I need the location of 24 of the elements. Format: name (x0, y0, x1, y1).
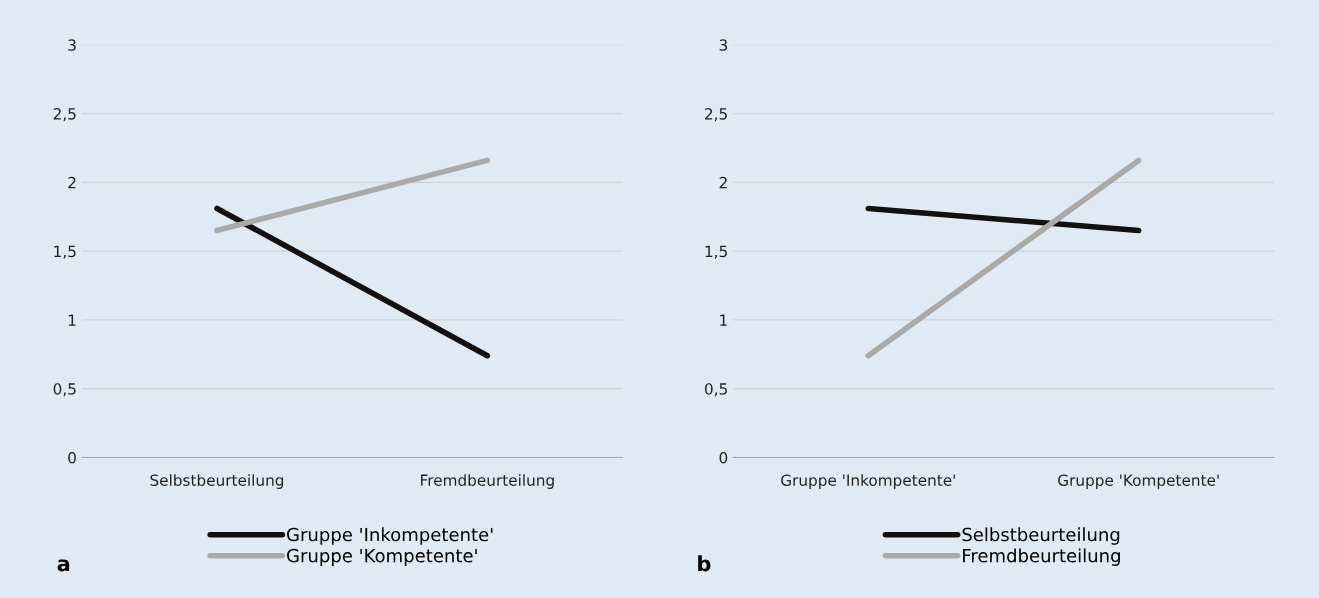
y-tick-label: 0,5 (704, 383, 727, 397)
y-tick-label: 1,5 (705, 245, 727, 259)
legend-label: Gruppe 'Inkompetente' (287, 527, 493, 545)
y-tick-label: 3 (68, 39, 76, 51)
x-tick-label: Selbstbeurteilung (150, 474, 284, 489)
y-tick-label: 2,5 (705, 108, 727, 122)
legend-label: Fremdbeurteilung (963, 548, 1120, 566)
y-tick-label: 1 (68, 314, 76, 326)
y-tick-label: 0,5 (53, 383, 76, 397)
legend-label: Selbstbeurteilung (962, 527, 1120, 545)
y-tick-label: 0 (68, 451, 76, 464)
y-tick-label: 0 (719, 451, 728, 464)
y-tick-label: 2,5 (53, 108, 76, 122)
x-tick-label: Fremdbeurteilung (421, 474, 554, 489)
y-tick-label: 1 (720, 314, 727, 326)
x-tick-label: Gruppe 'Inkompetente' (781, 474, 955, 489)
y-tick-label: 2 (68, 176, 76, 189)
text: a (57, 559, 70, 572)
legend-label: Gruppe 'Kompetente' (287, 548, 477, 566)
y-tick-label: 3 (719, 39, 728, 51)
y-tick-label: 1,5 (54, 245, 76, 259)
x-tick-label: Gruppe 'Kompetente' (1058, 474, 1219, 489)
y-tick-label: 2 (719, 176, 727, 189)
text: b (698, 555, 711, 572)
